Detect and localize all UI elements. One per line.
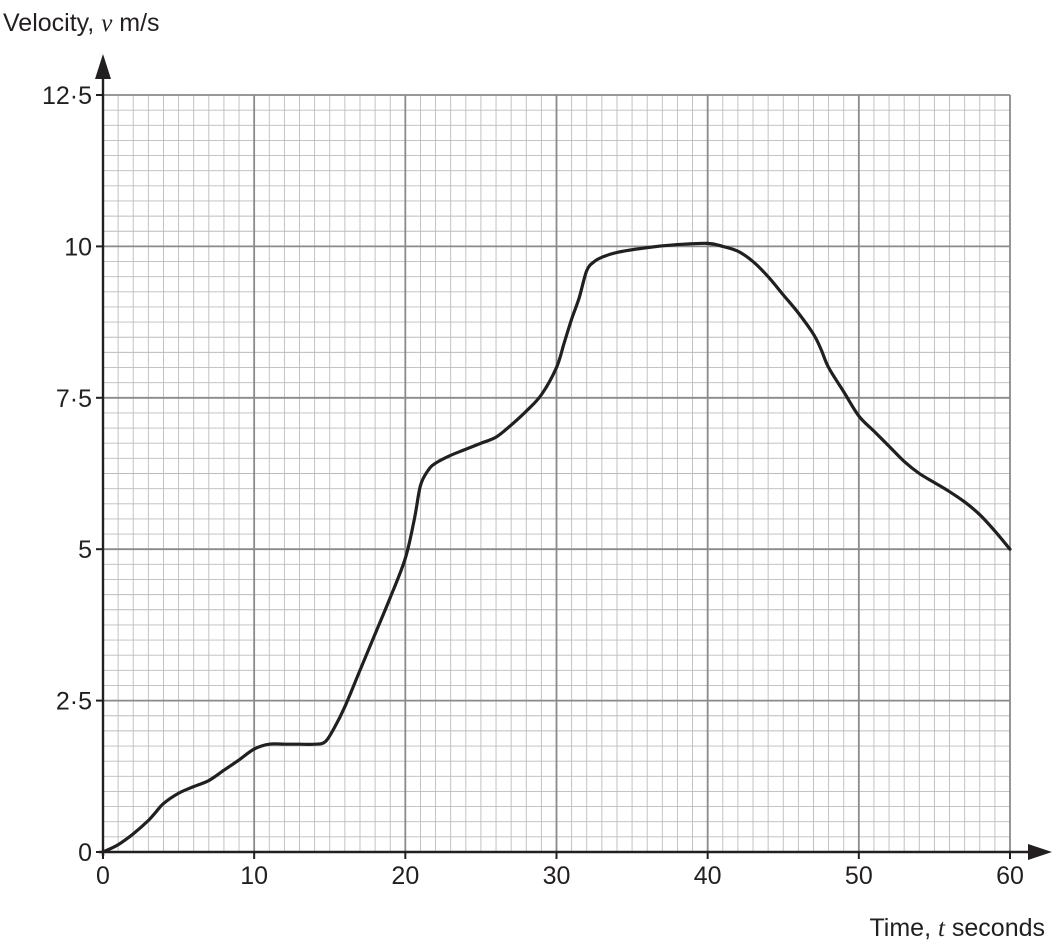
y-axis-label-variable: v — [101, 10, 113, 37]
x-tick-label: 20 — [391, 862, 419, 890]
y-axis-label: Velocity, v m/s — [3, 9, 160, 37]
y-tick-label: 10 — [64, 233, 92, 261]
y-axis-label-prefix: Velocity, — [3, 9, 101, 37]
y-tick-label: 5 — [78, 536, 92, 564]
y-axis-arrow — [95, 54, 111, 79]
x-axis-label-unit: seconds — [945, 914, 1045, 942]
x-tick-label: 50 — [845, 862, 873, 890]
y-tick-label: 7·5 — [56, 385, 92, 413]
data-series — [101, 241, 1012, 854]
tick-labels: 0 10 20 30 40 50 60 0 2·5 5 7·5 10 12·5 — [42, 82, 1024, 890]
x-axis-label-variable: t — [938, 915, 946, 942]
axes — [95, 54, 1052, 860]
x-tick-label: 10 — [240, 862, 268, 890]
y-axis-label-unit: m/s — [112, 9, 159, 37]
y-tick-label: 0 — [78, 839, 92, 867]
x-tick-label: 60 — [996, 862, 1024, 890]
velocity-curve — [101, 241, 1012, 854]
y-tick-label: 2·5 — [56, 688, 92, 716]
y-tick-label: 12·5 — [42, 82, 92, 110]
x-tick-label: 0 — [96, 862, 110, 890]
x-tick-label: 30 — [543, 862, 571, 890]
x-axis-label: Time, t seconds — [869, 914, 1045, 942]
x-axis-arrow — [1028, 844, 1052, 860]
x-axis-label-prefix: Time, — [869, 914, 938, 942]
x-tick-label: 40 — [694, 862, 722, 890]
